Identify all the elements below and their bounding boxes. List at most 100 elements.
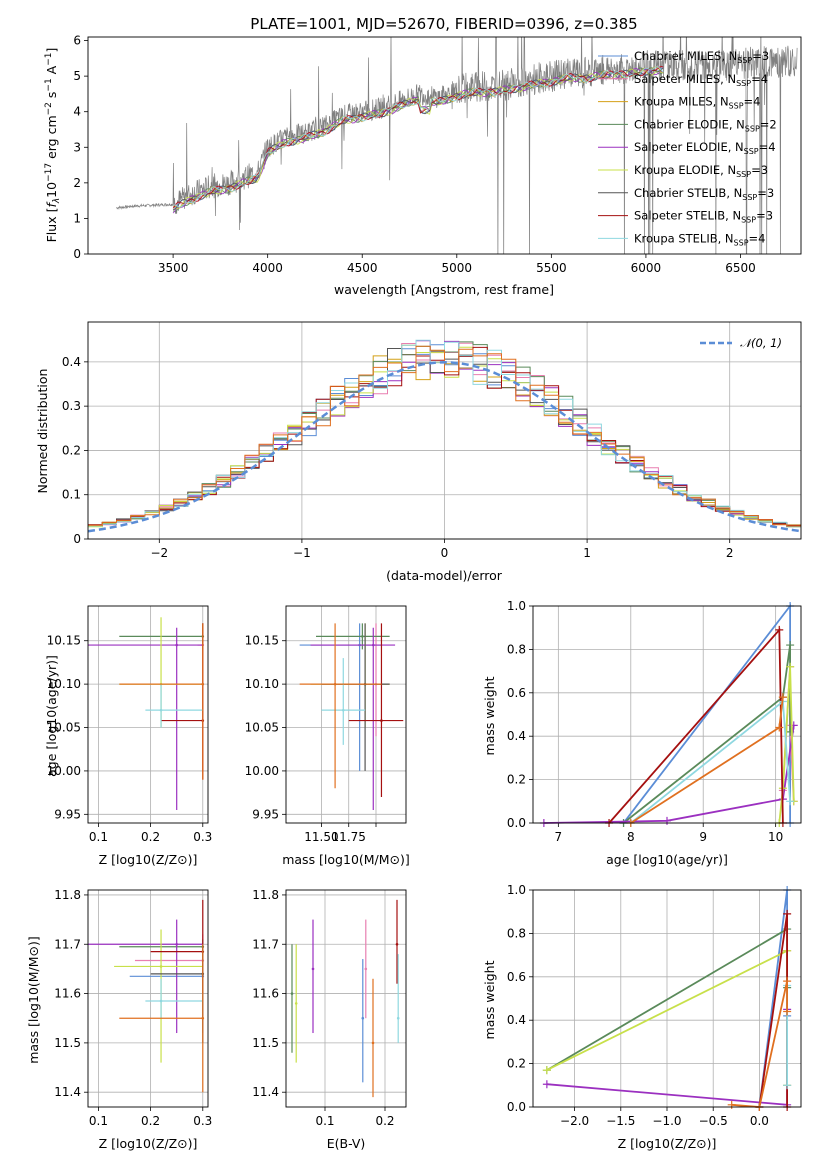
x-tick-label: −0.5 (699, 1114, 728, 1128)
axes-frame (87, 321, 802, 540)
mass-weight-marker (663, 816, 671, 825)
mass-weight-line (778, 666, 795, 824)
x-tick-label: 0 (441, 546, 449, 560)
model-spectrum (172, 68, 664, 211)
mass-weight-marker (783, 1081, 792, 1090)
y-tick-label: 11.7 (54, 937, 81, 951)
x-tick-label: −1.5 (606, 1114, 635, 1128)
y-tick-label: 10.15 (47, 634, 81, 648)
y-tick-label: 9.95 (252, 807, 279, 821)
y-tick-label: 10.05 (245, 721, 279, 735)
y-tick-label: 10.10 (47, 677, 81, 691)
x-tick-label: 0.3 (193, 830, 212, 844)
mass-z-xlabel: Z [log10(Z/Z⊙)] (99, 1136, 198, 1151)
data-point (290, 992, 294, 995)
y-tick-label: 10.00 (47, 764, 81, 778)
data-point (333, 682, 337, 686)
data-point (341, 708, 345, 712)
x-tick-label: 0.2 (375, 1114, 394, 1128)
y-tick-label: 0.6 (507, 686, 526, 700)
y-tick-label: 11.6 (54, 987, 81, 1001)
legend-value: =4 (749, 231, 766, 245)
y-tick-label: 3 (73, 140, 81, 154)
x-tick-label: 11.50 (304, 830, 338, 844)
legend-subscript: SSP (729, 102, 744, 111)
mass-weight-marker (778, 693, 787, 702)
y-tick-label: 6 (73, 34, 81, 48)
mass-weight-line (543, 725, 795, 824)
y-tick-label: 9.95 (54, 807, 81, 821)
legend-subscript: SSP (741, 216, 756, 225)
legend-value: =4 (744, 95, 761, 109)
x-tick-label: 0.3 (193, 1114, 212, 1128)
mass-weight-marker (786, 641, 795, 650)
legend-value: =2 (760, 117, 777, 131)
mass-vs-metallicity-panel: 0.1 0.2 0.3 11.4 11.5 11.6 11.7 11.8 (54, 888, 212, 1128)
residual-legend: 𝒩(0, 1) (700, 336, 782, 350)
mass-weight-marker (786, 662, 795, 671)
age-mass-xlabel: mass [log10(M/M⊙)] (282, 852, 410, 867)
mass-z-ylabel: mass [log10(M/M⊙)] (26, 936, 41, 1064)
mass-weight-marker (727, 1100, 736, 1109)
mass-weight-line (731, 980, 788, 1108)
mw-z-ylabel: mass weight (482, 960, 497, 1039)
y-tick-label: 0.1 (62, 488, 81, 502)
residual-panel: −2 −1 0 1 200.10.20.30.4 (data-model)/error … (35, 321, 802, 583)
legend-subscript: SSP (745, 124, 760, 133)
data-point (364, 967, 368, 971)
y-tick-label: 10.00 (245, 764, 279, 778)
x-tick-label: 7 (555, 830, 563, 844)
axes-frame (87, 36, 802, 255)
x-tick-label: 10 (768, 830, 783, 844)
data-point (159, 965, 163, 968)
y-tick-label: 0.6 (507, 970, 526, 984)
y-tick-label: 11.8 (252, 888, 279, 902)
mass-weight-line (608, 627, 784, 824)
y-tick-label: 0 (73, 532, 81, 546)
legend-label: Kroupa STELIB, NSSP=4 (634, 231, 765, 247)
y-tick-label: 0 (73, 247, 81, 261)
mass-weight-marker (775, 625, 784, 634)
x-tick-label: −2.0 (560, 1114, 589, 1128)
residual-ylabel: Normed distribution (35, 369, 50, 494)
y-tick-label: 0.0 (507, 816, 526, 830)
legend-value: =3 (751, 163, 768, 177)
age-z-xlabel: Z [log10(Z/Z⊙)] (99, 852, 198, 867)
mw-z-xlabel: Z [log10(Z/Z⊙)] (618, 1136, 717, 1151)
legend-label: Salpeter ELODIE, NSSP=4 (634, 140, 776, 156)
x-tick-label: 1 (583, 546, 591, 560)
legend-label: Kroupa ELODIE, NSSP=3 (634, 163, 768, 179)
model-spectrum (172, 65, 664, 209)
data-point (201, 1016, 205, 1020)
legend-subscript: SSP (736, 79, 751, 88)
y-tick-label: 0.2 (507, 1057, 526, 1071)
axes-frame (285, 605, 407, 824)
y-tick-label: 11.6 (252, 987, 279, 1001)
y-tick-label: 10.10 (245, 677, 279, 691)
y-tick-label: 11.4 (252, 1085, 279, 1099)
mass-weight-line (630, 699, 791, 824)
mass-weight-vs-age-panel: 7 8 9 10 0.0 0.2 0.4 0.6 0.8 1.0 (507, 599, 802, 844)
legend-value: =4 (751, 72, 768, 86)
x-tick-label: 6500 (725, 261, 756, 275)
mw-age-xlabel: age [log10(age/yr)] (606, 852, 728, 867)
mass-weight-marker (542, 1080, 551, 1089)
legend-value: =3 (752, 49, 769, 63)
mass-weight-marker (786, 797, 795, 806)
legend-subscript: SSP (742, 193, 757, 202)
x-tick-label: 9 (699, 830, 707, 844)
data-point (361, 1016, 365, 1020)
y-tick-label: 2 (73, 176, 81, 190)
mass-weight-marker (783, 977, 792, 986)
spectrum-title: PLATE=1001, MJD=52670, FIBERID=0396, z=0… (250, 15, 637, 33)
x-tick-label: 4000 (252, 261, 283, 275)
model-spectrum (172, 67, 664, 211)
y-tick-label: 11.4 (54, 1085, 81, 1099)
x-tick-label: 2 (726, 546, 734, 560)
mass-weight-line (622, 644, 791, 824)
data-point (201, 682, 205, 686)
y-tick-label: 0.2 (507, 773, 526, 787)
x-tick-label: 0.1 (89, 1114, 108, 1128)
y-tick-label: 5 (73, 69, 81, 83)
